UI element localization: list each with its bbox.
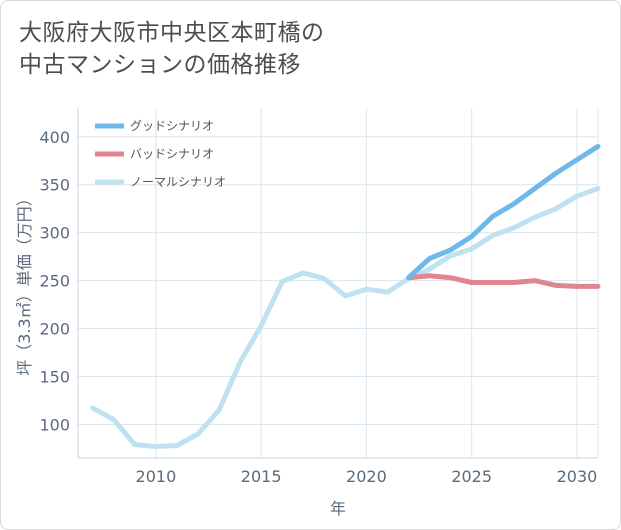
y-tick-label: 400 [39,128,70,147]
chart-title-line-1: 大阪府大阪市中央区本町橋の [19,20,325,46]
x-axis-title: 年 [330,499,346,518]
x-tick-label: 2025 [451,467,492,486]
chart-series [90,143,601,449]
chart-ticks: 2010 2015 2020 2025 2030 100 150 200 250 300 350 40… [39,128,597,486]
legend-label: バッドシナリオ [130,147,214,161]
chart-title: 大阪府大阪市中央区本町橋の 中古マンションの価格推移 [19,17,579,81]
series-line-0 [90,186,601,449]
chart-title-line-2: 中古マンションの価格推移 [19,52,301,78]
y-tick-label: 100 [39,415,70,434]
y-tick-label: 250 [39,272,70,291]
x-tick-label: 2030 [557,467,598,486]
legend-label: グッドシナリオ [130,119,214,133]
y-tick-label: 300 [39,224,70,243]
chart-axes [77,108,599,459]
x-tick-label: 2010 [136,467,177,486]
series-line-1 [406,273,601,289]
series-line-2 [406,143,601,281]
y-tick-label: 200 [39,320,70,339]
legend-label: ノーマルシナリオ [130,175,226,189]
y-axis-title: 坪（3.3㎡）単価（万円） [15,190,34,375]
x-tick-label: 2020 [346,467,387,486]
y-tick-label: 350 [39,176,70,195]
x-tick-label: 2015 [241,467,282,486]
y-tick-label: 150 [39,367,70,386]
